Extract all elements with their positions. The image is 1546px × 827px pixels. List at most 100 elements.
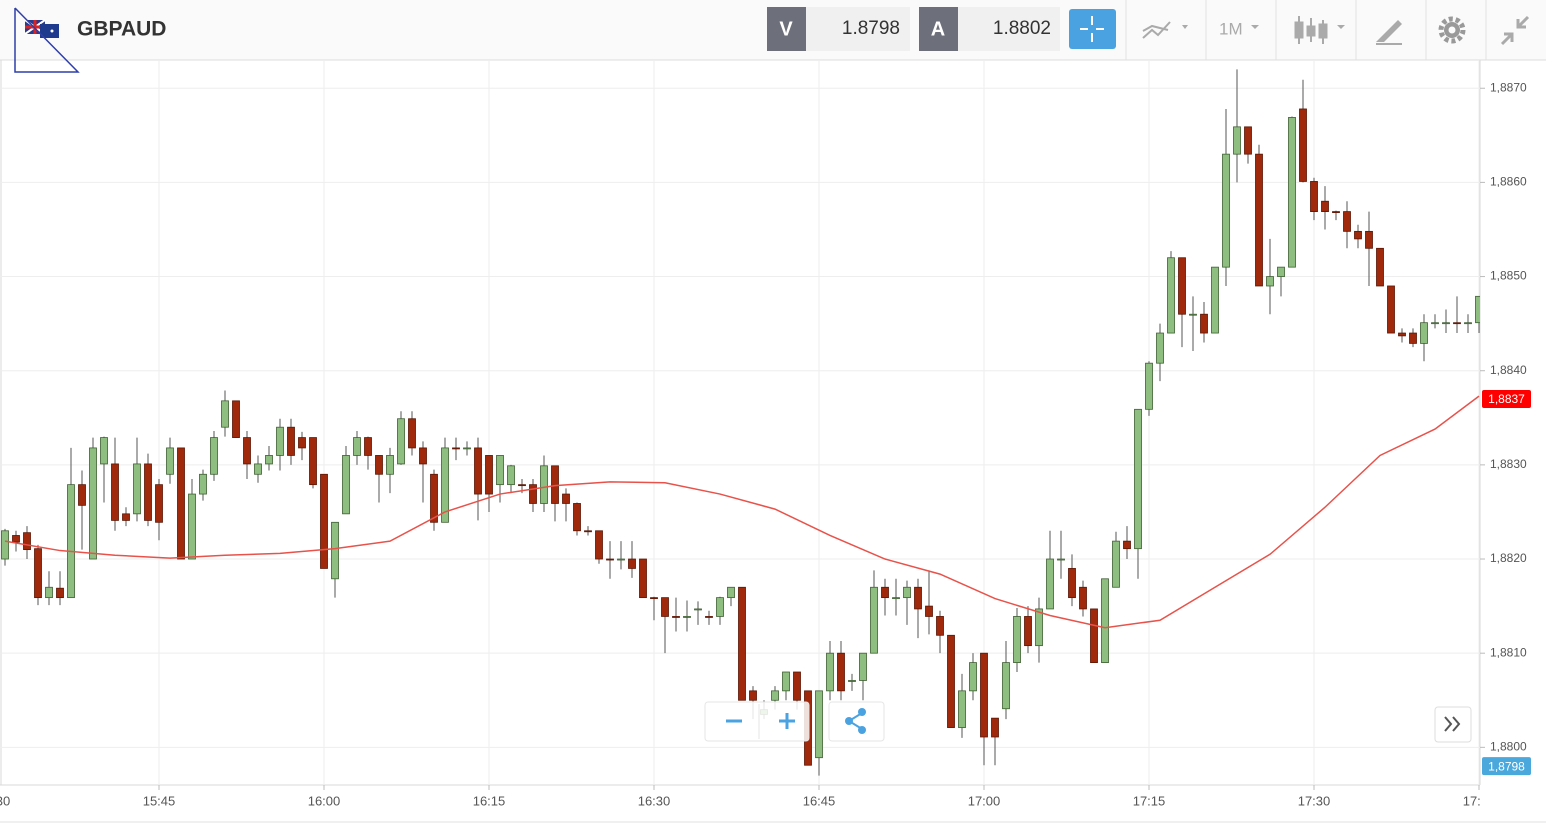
candle-body [606,558,614,561]
candle-body [881,586,889,599]
candle-body [1068,568,1076,599]
candle-body [1244,126,1252,155]
candle-body [1354,230,1362,240]
candle-body [980,652,988,738]
candle-body [826,652,834,692]
candle-body [661,597,669,617]
candle-body [540,465,548,504]
y-tick-label: 1,8850 [1490,269,1527,283]
ask-box[interactable]: A 1.8802 [919,7,1060,51]
y-tick-label: 1,8810 [1490,645,1527,659]
y-tick-label: 1,8800 [1490,740,1527,754]
candle-body [617,558,625,561]
candle-body [573,503,581,532]
candle-body [705,616,713,618]
price-marker-label: 1,8837 [1488,392,1525,406]
candle-body [815,690,823,759]
x-tick-label: 17:15 [1133,793,1166,808]
candle-body [56,587,64,599]
candle-body [276,426,284,456]
candle-body [1332,211,1340,213]
candle-body [1453,322,1461,325]
bid-box[interactable]: V 1.8798 [767,7,910,51]
candle-body [1090,608,1098,663]
candle-body [738,586,746,701]
candle-body [584,530,592,533]
candle-body [1431,322,1439,325]
y-tick-label: 1,8830 [1490,457,1527,471]
zoom-in-button[interactable] [779,713,795,729]
candle-body [386,455,394,475]
candle-body [991,717,999,738]
candle-body [210,437,218,475]
candle-body [1156,332,1164,364]
candle-body [1321,200,1329,212]
candle-body [551,465,559,504]
candle-body [1,530,9,560]
x-tick-label: 17:00 [968,793,1001,808]
ask-label: A [931,18,945,40]
candle-body [782,671,790,692]
scroll-right-button[interactable] [1434,706,1472,743]
candle-body [111,463,119,521]
candle-body [430,473,438,523]
candle-body [375,455,383,475]
candle-body [1277,266,1285,277]
candle-body [67,484,75,599]
chart-type-button[interactable] [1142,21,1188,39]
candle-body [1123,540,1131,550]
candle-body [1024,616,1032,647]
candle-body [771,690,779,701]
candle-body [925,605,933,617]
candle-body [331,521,339,580]
candle-body [364,437,372,456]
x-tick-label: 15:30 [0,793,10,808]
x-axis-labels: 15:30 15:45 16:00 16:15 16:30 16:45 17:00 17:15… [0,793,1496,808]
candle-body [628,558,636,569]
collapse-button[interactable] [1500,15,1530,46]
axes: 1,8800 1,8810 1,8820 1,8830 1,8840 1,8850 1,88… [158,80,1531,790]
candle-body [1079,586,1087,610]
symbol: GBPAUD [77,18,166,41]
timeframe-button[interactable]: 1M [1219,19,1259,38]
candle-body [188,493,196,560]
candle-body [298,437,306,449]
selection-triangle [14,7,80,73]
x-tick-label: 16:00 [308,793,341,808]
draw-button[interactable] [1376,20,1402,45]
settings-button[interactable] [1438,16,1466,44]
candle-body [441,447,449,523]
candle-body [485,455,493,495]
x-tick-label: 17:45 [1463,793,1496,808]
candle-body [562,493,570,504]
x-tick-label: 16:30 [638,793,671,808]
candle-body [122,513,130,521]
x-tick-label: 15:45 [143,793,176,808]
candle-body [144,463,152,521]
candle-body [1189,313,1197,316]
candle-body [694,608,702,611]
bid-price: 1.8798 [842,18,900,39]
y-tick-label: 1,8820 [1490,551,1527,565]
candle-body [1134,408,1142,550]
candle-body [1475,295,1480,324]
plot-area [1,69,1480,776]
candle-body [892,597,900,600]
candle-body [958,690,966,728]
candle-body [1211,266,1219,334]
candle-body [287,426,295,456]
candle-body [1112,540,1120,588]
candle-body [1178,257,1186,315]
crosshair-button[interactable] [1069,9,1116,49]
candle-body [320,473,328,569]
share-button[interactable] [828,701,885,742]
candle-body [309,437,317,486]
candle-type-button[interactable] [1294,16,1345,44]
candle-body [342,455,350,515]
candle-body [474,447,482,495]
candle-body [1310,181,1318,212]
candle-body [221,400,229,428]
candle-body [133,463,141,515]
candle-body [1255,153,1263,287]
